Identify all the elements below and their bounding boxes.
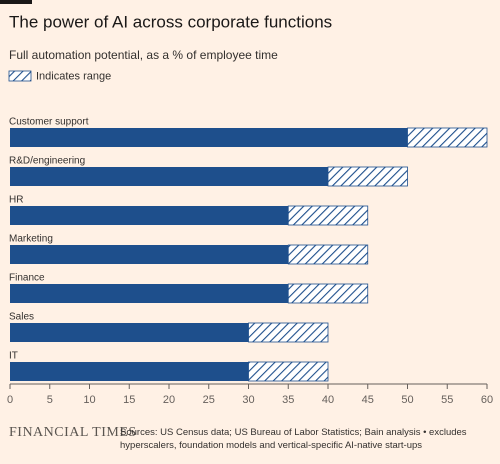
bar — [10, 284, 289, 303]
bar — [10, 167, 328, 186]
bar — [10, 128, 408, 147]
range-bar — [287, 244, 369, 265]
category-label: Customer support — [9, 117, 89, 128]
range-bar — [248, 361, 329, 382]
category-label: HR — [9, 195, 23, 206]
category-label: Marketing — [9, 234, 53, 245]
ft-logo: FINANCIAL TIMES — [9, 425, 137, 440]
bar — [10, 323, 249, 342]
range-bar — [287, 205, 369, 226]
bar — [10, 362, 249, 381]
x-tick-label: 0 — [7, 394, 13, 406]
range-bar — [287, 283, 369, 304]
x-tick-label: 10 — [83, 394, 95, 406]
category-label: R&D/engineering — [9, 156, 85, 167]
x-tick-label: 35 — [282, 394, 294, 406]
category-label: Sales — [9, 312, 34, 323]
ft-bar — [0, 0, 32, 4]
bar — [10, 206, 289, 225]
x-tick-label: 15 — [123, 394, 135, 406]
category-label: Finance — [9, 273, 45, 284]
x-tick-label: 45 — [362, 394, 374, 406]
chart-title: The power of AI across corporate functio… — [9, 12, 332, 31]
x-tick-label: 40 — [322, 394, 334, 406]
source: Sources: US Census data; US Bureau of La… — [120, 427, 467, 451]
x-tick-label: 20 — [163, 394, 175, 406]
range-bar — [407, 127, 488, 148]
legend-label: Indicates range — [36, 70, 111, 82]
range-bar — [248, 322, 329, 343]
x-tick-label: 55 — [441, 394, 453, 406]
chart-subtitle: Full automation potential, as a % of emp… — [9, 48, 278, 62]
category-label: IT — [9, 351, 18, 362]
x-tick-label: 25 — [203, 394, 215, 406]
bar — [10, 245, 289, 264]
x-tick-label: 50 — [401, 394, 413, 406]
legend-swatch — [8, 70, 32, 82]
range-bar — [327, 166, 408, 187]
x-tick-label: 60 — [481, 394, 493, 406]
x-tick-label: 5 — [47, 394, 53, 406]
x-tick-label: 30 — [242, 394, 254, 406]
